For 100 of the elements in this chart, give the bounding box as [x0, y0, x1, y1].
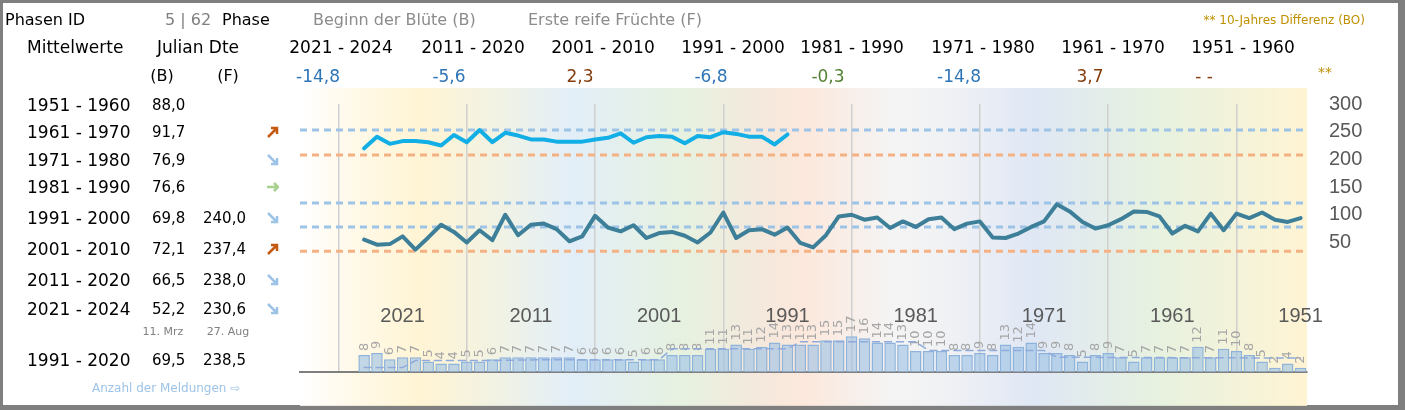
text: 69,5 — [152, 350, 186, 369]
x-tick-label: 1961 — [1150, 303, 1195, 326]
text: 1991 - 2000 — [681, 36, 785, 57]
text: 1971 - 1980 — [931, 36, 1035, 57]
data-label: 9 — [1048, 340, 1064, 350]
y-tick-label: 250 — [1329, 119, 1363, 142]
data-label: 11 — [714, 328, 730, 345]
data-label: 2 — [1266, 355, 1282, 364]
data-label: 6 — [483, 347, 499, 356]
text: (F) — [217, 66, 239, 85]
data-label: 5 — [1125, 349, 1141, 358]
x-tick-label: 1951 — [1278, 303, 1323, 326]
text: 76,9 — [152, 150, 186, 169]
data-label: 8 — [1086, 342, 1102, 352]
data-label: 8 — [945, 342, 961, 352]
text: 2021 - 2024 — [289, 36, 393, 57]
text: Julian Dte — [157, 36, 240, 57]
data-label: 8 — [1061, 342, 1077, 352]
data-label: 8 — [1240, 342, 1256, 352]
text: ** 10-Jahres Differenz (BO) — [1203, 13, 1365, 27]
text: Phasen ID — [5, 10, 86, 29]
text: Phase — [222, 10, 270, 29]
data-label: 9 — [971, 340, 987, 350]
x-tick-label: 2001 — [636, 303, 682, 326]
text: 76,6 — [152, 177, 186, 196]
data-label: 7 — [560, 344, 576, 354]
text: 237,4 — [203, 239, 246, 258]
text: 2,3 — [566, 65, 594, 86]
data-label: 9 — [1035, 340, 1051, 350]
data-label: 4 — [445, 351, 461, 360]
data-label: 12 — [753, 326, 769, 343]
text: -14,8 — [296, 65, 340, 86]
text: 1951 - 1960 — [27, 94, 131, 115]
text: 72,1 — [152, 239, 186, 258]
text: ** — [1318, 64, 1332, 80]
data-label: 9 — [368, 340, 384, 350]
text: 91,7 — [152, 122, 186, 141]
data-label: 7 — [1163, 344, 1179, 354]
x-tick-label: 2011 — [509, 303, 553, 326]
data-label: 12 — [1009, 326, 1025, 343]
data-label: 9 — [1099, 340, 1115, 350]
text: 2001 - 2010 — [551, 36, 655, 57]
text: 69,8 — [152, 208, 186, 227]
y-tick-label: 50 — [1329, 229, 1352, 252]
data-label: 7 — [522, 344, 538, 354]
text: (B) — [150, 66, 174, 85]
text: 230,6 — [203, 299, 246, 318]
text: -6,8 — [694, 65, 728, 86]
data-label: 7 — [1202, 344, 1218, 354]
data-label: 13 — [804, 324, 820, 341]
text: 240,0 — [203, 208, 246, 227]
text: 3,7 — [1076, 65, 1104, 86]
text: 66,5 — [152, 270, 186, 289]
text: 1991 - 2000 — [27, 207, 131, 228]
data-label: 7 — [394, 344, 409, 354]
data-label: 11 — [740, 328, 756, 345]
data-label: 13 — [727, 324, 743, 341]
text: Anzahl der Meldungen ⇨ — [92, 381, 241, 395]
text: 5 | 62 — [165, 10, 212, 29]
text: 238,0 — [203, 270, 246, 289]
data-label: 5 — [419, 349, 435, 358]
text: 2001 - 2010 — [27, 238, 131, 259]
text: 11. Mrz — [142, 324, 184, 338]
text: -14,8 — [937, 65, 981, 86]
data-label: 16 — [855, 317, 871, 335]
text: - - — [1195, 65, 1213, 86]
text: Erste reife Früchte (F) — [528, 10, 702, 29]
data-label: 8 — [355, 342, 371, 352]
text: 238,5 — [203, 350, 246, 369]
data-label: 7 — [496, 344, 512, 354]
data-label: 6 — [650, 347, 666, 356]
text: 1981 - 1990 — [27, 176, 131, 197]
data-label: 7 — [1176, 344, 1192, 354]
data-label: 8 — [984, 342, 1000, 352]
data-label: 10 — [932, 330, 948, 347]
data-label: 13 — [894, 324, 910, 341]
data-label: 13 — [791, 324, 807, 341]
text: 1991 - 2020 — [27, 349, 131, 370]
text: 1961 - 1970 — [1061, 36, 1165, 57]
data-label: 7 — [509, 344, 525, 354]
x-tick-label: 2021 — [380, 303, 425, 326]
data-label: 10 — [1227, 330, 1243, 347]
text: Mittelwerte — [27, 36, 124, 57]
text: 27. Aug — [206, 324, 250, 338]
text: Beginn der Blüte (B) — [313, 10, 476, 29]
text: 2011 - 2020 — [421, 36, 525, 57]
text: 2021 - 2024 — [27, 298, 131, 319]
y-tick-label: 150 — [1329, 174, 1363, 197]
text: 1971 - 1980 — [27, 149, 131, 170]
data-label: 5 — [1253, 349, 1269, 358]
data-label: 14 — [868, 321, 884, 339]
text: 88,0 — [152, 95, 186, 114]
text: 52,2 — [152, 299, 186, 318]
text: 1981 - 1990 — [800, 36, 904, 57]
y-tick-label: 300 — [1329, 91, 1363, 114]
data-label: 11 — [1214, 328, 1230, 345]
data-label: 7 — [406, 344, 422, 354]
data-label: 6 — [573, 347, 589, 356]
text: -5,6 — [432, 65, 466, 86]
data-label: 6 — [381, 347, 397, 356]
